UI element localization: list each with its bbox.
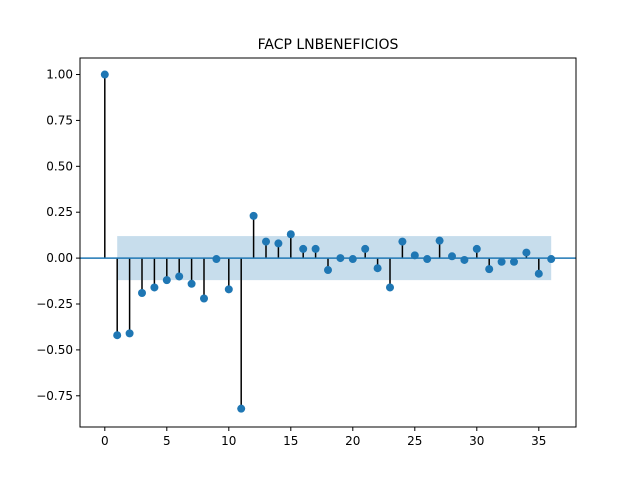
data-point	[497, 257, 506, 266]
data-point	[460, 255, 469, 264]
data-point	[249, 211, 258, 220]
y-tick-label: 1.00	[46, 68, 73, 82]
y-tick-label: 0.75	[46, 113, 73, 127]
data-point	[299, 244, 308, 253]
y-tick-label: 0.00	[46, 251, 73, 265]
data-point	[113, 331, 122, 340]
y-tick-label: −0.25	[36, 297, 73, 311]
data-point	[423, 255, 432, 264]
y-tick-label: 0.50	[46, 159, 73, 173]
y-tick-label: 0.25	[46, 205, 73, 219]
data-point	[522, 248, 531, 257]
data-point	[336, 254, 345, 263]
x-tick-label: 25	[407, 434, 422, 448]
data-point	[286, 230, 295, 239]
data-point	[237, 404, 246, 413]
data-point	[448, 252, 456, 261]
data-point	[472, 244, 481, 253]
data-point	[187, 279, 196, 288]
data-point	[348, 255, 357, 264]
x-tick-label: 5	[163, 434, 171, 448]
x-tick-label: 30	[469, 434, 484, 448]
data-point	[510, 257, 518, 266]
data-point	[138, 288, 146, 297]
plot-area	[80, 70, 576, 413]
data-point	[435, 236, 444, 245]
data-point	[150, 283, 159, 292]
y-tick-label: −0.50	[36, 343, 73, 357]
data-point	[373, 264, 382, 273]
x-tick-label: 0	[101, 434, 109, 448]
data-point	[361, 244, 370, 253]
data-point	[224, 285, 233, 294]
data-point	[162, 276, 171, 285]
data-point	[200, 294, 208, 303]
x-tick-label: 15	[283, 434, 298, 448]
data-point	[311, 244, 320, 253]
x-axis: 0 5 10 15 20 25 30 35	[101, 427, 546, 448]
data-point	[410, 251, 419, 260]
data-point	[324, 266, 332, 275]
plot-frame	[79, 57, 577, 428]
x-tick-label: 10	[221, 434, 236, 448]
x-tick-label: 35	[531, 434, 546, 448]
data-point	[386, 283, 394, 292]
data-point	[398, 237, 407, 246]
data-point	[547, 255, 556, 264]
y-tick-label: −0.75	[36, 389, 73, 403]
chart-title: FACP LNBENEFICIOS	[258, 37, 399, 53]
y-axis: 1.00 0.75 0.50 0.25 0.00 −0.25 −0.50 −0.75	[36, 68, 80, 403]
x-tick-label: 20	[345, 434, 360, 448]
data-point	[175, 272, 184, 281]
data-point	[212, 255, 221, 264]
data-point	[274, 239, 283, 248]
data-point	[485, 265, 494, 274]
data-point	[262, 237, 270, 246]
data-point	[100, 70, 109, 79]
data-point	[125, 329, 134, 338]
data-point	[534, 269, 543, 278]
